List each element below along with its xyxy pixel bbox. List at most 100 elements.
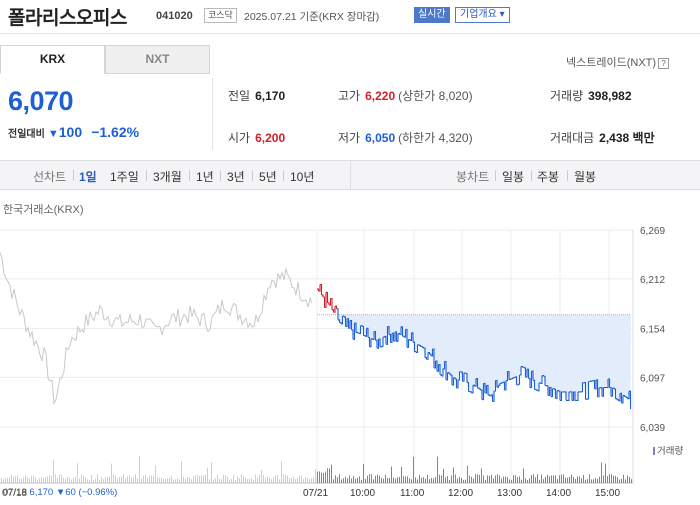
volume-bar	[617, 477, 618, 483]
volume-bar	[391, 466, 392, 483]
volume-bar	[231, 479, 232, 483]
volume-bar	[49, 475, 50, 483]
y-tick-label: 6,269	[640, 226, 665, 237]
y-tick-label: 6,154	[640, 325, 665, 336]
period-1y[interactable]: 1년	[196, 170, 214, 184]
volume-bar	[409, 478, 410, 483]
volume-bar	[601, 462, 602, 483]
volume-bar	[457, 478, 458, 483]
volume-bar	[473, 478, 474, 483]
volume-bar	[507, 477, 508, 483]
volume-bar	[81, 474, 82, 483]
price-chart[interactable]: 6,269 6,212 6,154 6,097 6,039 07/18 07/21 10:00…	[0, 215, 700, 505]
volume-bar	[269, 477, 270, 483]
volume-bar	[537, 474, 538, 483]
volume-bar	[553, 475, 554, 483]
volume-bar	[465, 479, 466, 483]
volume-bar	[299, 475, 300, 483]
volume-bar	[475, 474, 476, 483]
volume-bar	[103, 479, 104, 483]
volume-bar	[265, 477, 266, 483]
x-tick-label: 10:00	[350, 488, 375, 499]
volume-bar	[75, 476, 76, 483]
volume-bar	[289, 477, 290, 483]
volume-bar	[267, 476, 268, 483]
down-arrow-icon: ▼	[47, 128, 59, 140]
volume-bar	[381, 477, 382, 483]
volume-bar	[353, 475, 354, 483]
volume-bar	[317, 471, 318, 483]
volume-bar	[193, 476, 194, 483]
volume-bar	[529, 478, 530, 483]
volume-bar	[319, 471, 320, 483]
period-1d[interactable]: 1일	[79, 170, 97, 184]
nextrade-link[interactable]: 넥스트레이드(NXT)?	[566, 54, 670, 70]
volume-bar	[487, 475, 488, 483]
volume-bar	[245, 477, 246, 483]
volume-bar	[37, 479, 38, 483]
volume-bar	[485, 479, 486, 483]
period-3y[interactable]: 3년	[227, 170, 245, 184]
volume-bar	[167, 478, 168, 483]
volume-bar	[325, 471, 326, 483]
period-10y[interactable]: 10년	[290, 170, 315, 184]
volume-bar	[571, 474, 572, 483]
volume-bar	[139, 456, 140, 483]
volume-bar	[31, 475, 32, 483]
volume-bar	[505, 476, 506, 483]
company-overview-dropdown[interactable]: 기업개요 ▾	[455, 7, 510, 23]
period-5y[interactable]: 5년	[259, 170, 277, 184]
volume-bar	[189, 477, 190, 483]
volume-bar	[359, 476, 360, 483]
volume-bar	[47, 476, 48, 483]
x-tick-label: 07/18	[2, 488, 27, 499]
volume-bar	[469, 475, 470, 483]
volume-bar	[279, 479, 280, 483]
volume-bar	[297, 478, 298, 483]
period-3m[interactable]: 3개월	[153, 170, 182, 184]
volume-bar	[175, 479, 176, 483]
volume-bar	[459, 476, 460, 483]
volume-bar	[221, 479, 222, 483]
period-weekly[interactable]: 주봉	[537, 170, 560, 184]
period-1w[interactable]: 1주일	[110, 170, 139, 184]
volume-bar	[609, 474, 610, 483]
volume-bar	[129, 475, 130, 483]
period-monthly[interactable]: 월봉	[574, 170, 597, 184]
volume-bar	[467, 465, 468, 483]
volume-bar	[329, 468, 330, 483]
volume-bar	[581, 478, 582, 483]
x-tick-label: 07/21	[303, 488, 328, 499]
volume-bar	[111, 463, 112, 483]
volume-bar	[115, 475, 116, 483]
tab-krx[interactable]: KRX	[0, 45, 105, 74]
volume-bar	[343, 478, 344, 483]
volume-bar	[23, 477, 24, 483]
volume-bar	[239, 478, 240, 483]
volume-bar	[35, 477, 36, 483]
period-daily[interactable]: 일봉	[502, 170, 525, 184]
volume-bar	[369, 474, 370, 483]
volume-bar	[493, 478, 494, 483]
volume-bar	[135, 474, 136, 483]
volume-bar	[483, 475, 484, 483]
volume-bar	[561, 474, 562, 483]
stat-high: 고가 6,220 (상한가 8,020)	[338, 89, 473, 103]
realtime-button[interactable]: 실시간	[414, 7, 450, 23]
tab-nxt[interactable]: NXT	[105, 45, 210, 74]
volume-bar	[515, 475, 516, 483]
volume-bar	[93, 479, 94, 483]
volume-bar	[551, 475, 552, 483]
volume-bar	[575, 478, 576, 483]
volume-bar	[323, 472, 324, 483]
volume-bar	[223, 474, 224, 483]
volume-bar	[591, 479, 592, 483]
volume-bar	[277, 475, 278, 483]
volume-bar	[453, 467, 454, 483]
volume-bar	[149, 475, 150, 483]
candle-chart-label: 봉차트	[456, 170, 490, 184]
help-icon[interactable]: ?	[658, 58, 670, 69]
volume-bar	[607, 476, 608, 483]
volume-bar	[109, 476, 110, 483]
volume-bar	[433, 478, 434, 483]
